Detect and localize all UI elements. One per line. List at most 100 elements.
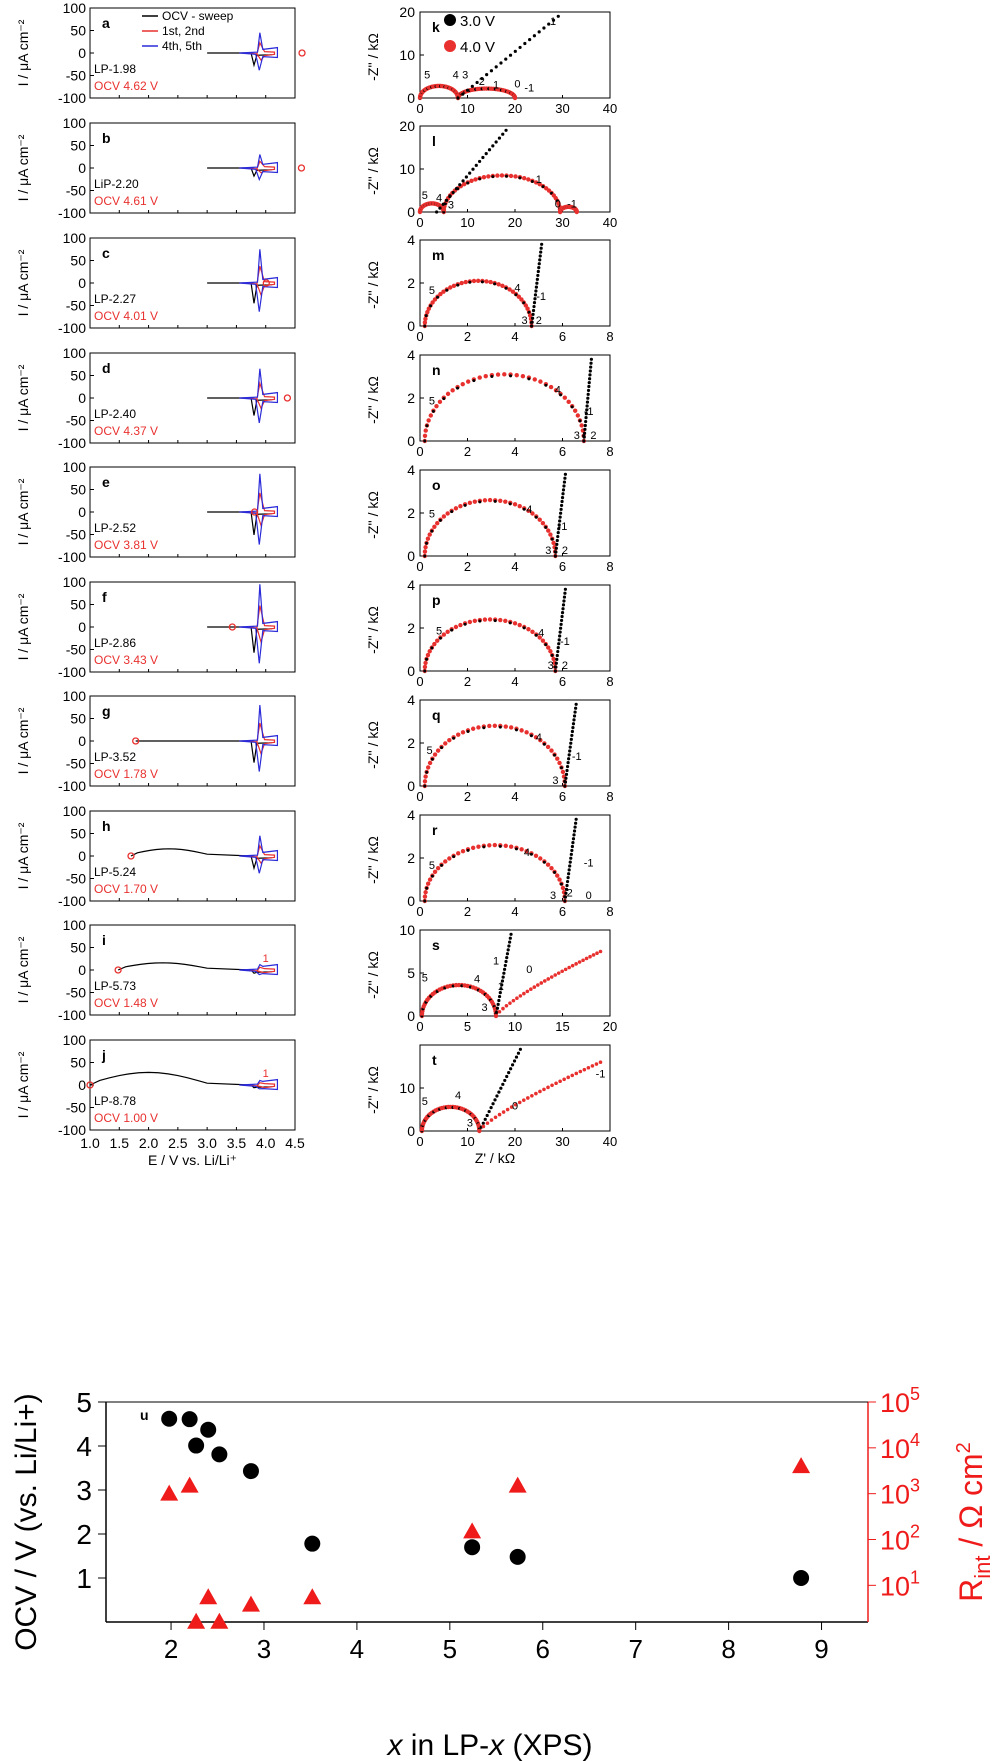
eis-point-3v — [563, 472, 568, 476]
eis-point-3v — [573, 825, 577, 829]
eis-xtick-label: 2 — [464, 444, 471, 459]
u-y2tick-label: 103 — [880, 1476, 920, 1510]
cv-ytick-label: -100 — [58, 435, 86, 451]
eis-point-3v — [497, 136, 502, 140]
eis-point-3v — [574, 706, 578, 710]
eis-point-3v — [564, 776, 568, 780]
eis-point-3v — [478, 159, 482, 164]
cv-ocv-marker — [114, 966, 122, 974]
eis-point-3v — [456, 96, 460, 100]
eis-point-3v — [530, 320, 534, 324]
eis-point-4v — [422, 320, 428, 325]
eis-point-3v — [553, 753, 557, 757]
cv-ocv-sweep — [207, 511, 272, 536]
u-ytick-label: 1 — [76, 1563, 92, 1594]
eis-point-4v — [562, 1077, 566, 1082]
eis-freq-marker: -1 — [560, 636, 570, 648]
eis-point-3v — [547, 22, 551, 26]
eis-frame — [419, 699, 611, 787]
eis-point-4v — [557, 760, 562, 766]
eis-point-4v — [425, 881, 431, 886]
eis-point-4v — [477, 1129, 482, 1133]
eis-panel-q: 0 2 4 0 2 4 6 8 -Z'' / kΩ q 5 4 -1 3 — [365, 692, 614, 804]
eis-ytick-label: 4 — [407, 692, 415, 708]
eis-xtick-label: 10 — [508, 1019, 522, 1034]
eis-point-3v — [555, 542, 559, 546]
eis-point-4v — [487, 723, 492, 729]
eis-point-3v — [440, 863, 444, 867]
eis-point-3v — [568, 864, 572, 868]
cv-panel-letter: b — [102, 130, 111, 146]
cv-ylabel: I / μA cm⁻² — [15, 478, 31, 545]
eis-point-4v — [450, 388, 455, 393]
cv-ytick-label: -100 — [58, 1007, 86, 1023]
eis-point-4v — [512, 502, 518, 507]
cv-cycle-4th-5th — [239, 963, 279, 976]
cv-panel-j: 100 50 0 -50 -100 I / μA cm⁻² j LP-8.78 OCV 1.00… — [15, 1032, 296, 1138]
eis-point-3v — [465, 88, 470, 92]
cv-ytick-label: -50 — [66, 756, 86, 772]
eis-point-4v — [526, 508, 531, 513]
eis-point-3v — [537, 266, 541, 270]
eis-point-3v — [558, 519, 562, 523]
eis-point-4v — [425, 765, 431, 770]
eis-point-4v — [598, 949, 603, 954]
eis-point-3v — [588, 373, 592, 377]
eis-ytick-label: 4 — [407, 232, 415, 248]
u-ocv-point — [200, 1421, 217, 1438]
eis-point-3v — [522, 507, 526, 511]
eis-point-3v — [466, 848, 470, 852]
u-ocv-point — [181, 1411, 198, 1428]
eis-point-3v — [514, 728, 518, 732]
eis-point-4v — [432, 752, 438, 757]
eis-point-4v — [425, 309, 430, 315]
u-ocv-point — [793, 1570, 810, 1586]
eis-point-3v — [554, 661, 558, 665]
eis-point-4v — [532, 985, 537, 989]
eis-point-4v — [574, 1071, 579, 1076]
eis-point-3v — [559, 503, 564, 508]
eis-ytick-label: 0 — [407, 778, 415, 794]
cv-sample-label: LP-2.27 — [94, 292, 136, 306]
eis-point-3v — [487, 148, 492, 152]
eis-freq-marker: 1 — [550, 16, 556, 28]
eis-point-3v — [565, 883, 569, 888]
cv-ocv-sweep — [207, 167, 272, 178]
eis-freq-marker: 4 — [455, 1090, 461, 1102]
eis-point-3v — [574, 702, 578, 706]
eis-xtick-label: 10 — [460, 1134, 474, 1149]
eis-freq-marker: 2 — [479, 76, 485, 88]
cv-panel-f: 100 50 0 -50 -100 I / μA cm⁻² f LP-2.86 OCV 3.43… — [15, 574, 296, 680]
eis-point-3v — [532, 301, 537, 305]
eis-freq-marker: 4 — [526, 504, 532, 516]
eis-point-3v — [452, 855, 456, 859]
eis-legend-entry: 4.0 V — [460, 39, 495, 56]
eis-point-4v — [516, 294, 522, 299]
eis-point-4v — [461, 182, 467, 187]
eis-ylabel: -Z'' / kΩ — [365, 261, 381, 309]
eis-point-4v — [523, 303, 529, 308]
eis-point-4v — [467, 500, 473, 506]
eis-point-3v — [504, 959, 508, 964]
eis-freq-marker: -1 — [584, 858, 594, 870]
eis-point-3v — [423, 669, 427, 673]
eis-point-3v — [570, 729, 574, 734]
eis-point-4v — [549, 748, 554, 753]
eis-point-3v — [504, 286, 508, 290]
eis-point-3v — [448, 194, 452, 199]
eis-point-4v — [498, 617, 503, 623]
eis-point-4v — [545, 862, 551, 867]
cv-ylabel: I / μA cm⁻² — [15, 707, 31, 774]
eis-point-4v — [560, 969, 564, 974]
eis-point-4v — [426, 418, 431, 423]
eis-point-3v — [572, 833, 576, 837]
eis-point-3v — [537, 262, 541, 266]
eis-point-3v — [454, 187, 459, 191]
eis-point-3v — [561, 603, 566, 607]
eis-point-3v — [522, 626, 526, 630]
eis-point-4v — [487, 617, 493, 622]
eis-freq-marker: 0 — [512, 1101, 518, 1113]
eis-point-4v — [590, 1064, 595, 1068]
